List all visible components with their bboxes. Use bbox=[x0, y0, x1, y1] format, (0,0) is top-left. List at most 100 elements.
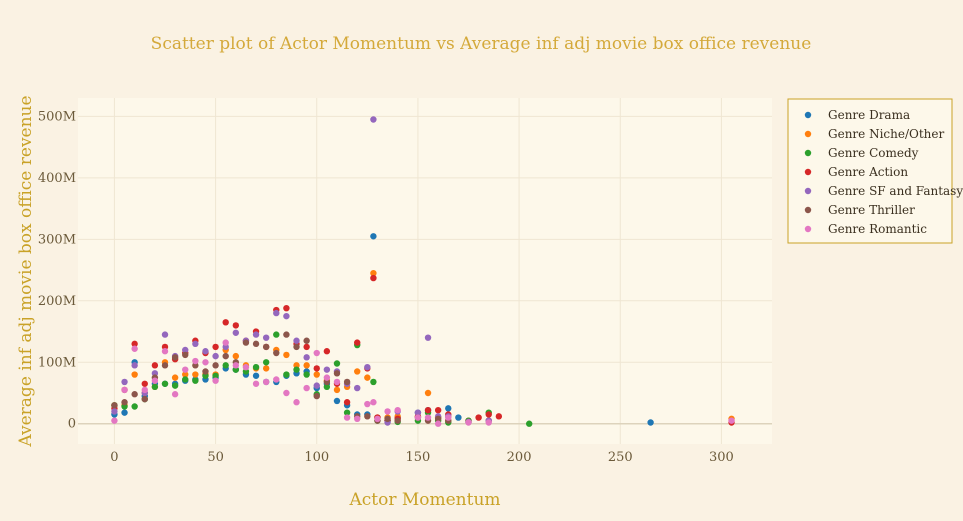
data-point[interactable] bbox=[212, 352, 219, 360]
data-point[interactable] bbox=[364, 413, 371, 420]
data-point[interactable] bbox=[242, 363, 250, 371]
data-point[interactable] bbox=[252, 363, 260, 371]
data-point[interactable] bbox=[364, 374, 371, 381]
data-point[interactable] bbox=[374, 415, 381, 423]
data-point[interactable] bbox=[424, 406, 432, 414]
data-point[interactable] bbox=[293, 343, 300, 351]
legend-item[interactable]: Genre Drama bbox=[804, 108, 910, 122]
data-point[interactable] bbox=[182, 371, 189, 378]
data-point[interactable] bbox=[131, 362, 138, 369]
data-point[interactable] bbox=[434, 406, 442, 414]
data-point[interactable] bbox=[111, 402, 118, 409]
legend-item[interactable]: Genre Action bbox=[804, 165, 909, 179]
data-point[interactable] bbox=[202, 359, 209, 366]
data-point[interactable] bbox=[121, 409, 128, 416]
data-point[interactable] bbox=[370, 269, 377, 277]
data-point[interactable] bbox=[313, 371, 320, 378]
data-point[interactable] bbox=[182, 366, 189, 373]
legend-item[interactable]: Genre Thriller bbox=[804, 203, 915, 217]
data-point[interactable] bbox=[323, 366, 331, 373]
data-point[interactable] bbox=[303, 362, 310, 369]
data-point[interactable] bbox=[323, 374, 331, 381]
data-point[interactable] bbox=[131, 340, 138, 348]
legend[interactable]: Genre Drama Genre Niche/Other Genre Comedy… bbox=[787, 98, 963, 244]
data-point[interactable] bbox=[192, 357, 199, 365]
data-point[interactable] bbox=[370, 233, 377, 240]
data-point[interactable] bbox=[354, 415, 361, 423]
data-point[interactable] bbox=[343, 409, 351, 416]
data-point[interactable] bbox=[151, 377, 159, 384]
legend-item[interactable]: Genre Comedy bbox=[804, 146, 919, 160]
data-point[interactable] bbox=[202, 368, 209, 375]
data-point[interactable] bbox=[222, 362, 229, 369]
data-point[interactable] bbox=[303, 384, 310, 392]
data-point[interactable] bbox=[343, 399, 351, 406]
data-point[interactable] bbox=[232, 322, 240, 329]
data-point[interactable] bbox=[273, 331, 280, 338]
data-point[interactable] bbox=[293, 366, 300, 373]
data-point[interactable] bbox=[364, 400, 371, 408]
data-point[interactable] bbox=[182, 346, 189, 354]
data-point[interactable] bbox=[414, 414, 422, 421]
data-point[interactable] bbox=[131, 371, 138, 378]
data-point[interactable] bbox=[192, 377, 199, 384]
data-point[interactable] bbox=[111, 417, 118, 424]
data-point[interactable] bbox=[222, 352, 229, 360]
data-point[interactable] bbox=[293, 337, 300, 344]
data-point[interactable] bbox=[485, 411, 492, 418]
data-point[interactable] bbox=[242, 339, 250, 346]
data-point[interactable] bbox=[252, 340, 260, 348]
data-point[interactable] bbox=[313, 349, 320, 357]
data-point[interactable] bbox=[370, 378, 377, 386]
legend-item[interactable]: Genre Niche/Other bbox=[804, 127, 945, 141]
data-point[interactable] bbox=[303, 354, 310, 361]
data-point[interactable] bbox=[273, 309, 280, 317]
data-point[interactable] bbox=[161, 380, 169, 387]
data-point[interactable] bbox=[212, 372, 219, 379]
data-point[interactable] bbox=[343, 378, 351, 386]
data-point[interactable] bbox=[121, 399, 128, 406]
data-point[interactable] bbox=[370, 274, 377, 282]
data-point[interactable] bbox=[313, 382, 320, 389]
data-point[interactable] bbox=[262, 343, 270, 351]
data-point[interactable] bbox=[262, 334, 270, 341]
data-point[interactable] bbox=[283, 331, 290, 338]
data-point[interactable] bbox=[171, 382, 179, 389]
data-point[interactable] bbox=[222, 319, 229, 326]
data-point[interactable] bbox=[303, 371, 310, 378]
data-point[interactable] bbox=[171, 391, 179, 398]
data-point[interactable] bbox=[212, 343, 219, 351]
data-point[interactable] bbox=[370, 399, 377, 406]
data-point[interactable] bbox=[293, 399, 300, 406]
data-point[interactable] bbox=[333, 397, 341, 405]
data-point[interactable] bbox=[273, 349, 280, 357]
data-point[interactable] bbox=[364, 363, 371, 371]
data-point[interactable] bbox=[434, 420, 442, 427]
data-point[interactable] bbox=[384, 415, 391, 423]
data-point[interactable] bbox=[333, 360, 341, 367]
data-point[interactable] bbox=[283, 389, 290, 397]
data-point[interactable] bbox=[465, 419, 472, 426]
data-point[interactable] bbox=[424, 334, 432, 341]
data-point[interactable] bbox=[131, 391, 138, 398]
data-point[interactable] bbox=[111, 408, 118, 415]
data-point[interactable] bbox=[171, 374, 179, 381]
data-point[interactable] bbox=[131, 403, 138, 410]
data-point[interactable] bbox=[262, 359, 270, 366]
data-point[interactable] bbox=[394, 406, 401, 414]
data-point[interactable] bbox=[283, 371, 290, 378]
data-point[interactable] bbox=[343, 414, 351, 421]
data-point[interactable] bbox=[232, 329, 240, 336]
data-point[interactable] bbox=[384, 408, 391, 415]
data-point[interactable] bbox=[526, 420, 533, 427]
data-point[interactable] bbox=[303, 343, 310, 351]
data-point[interactable] bbox=[212, 377, 219, 384]
data-point[interactable] bbox=[273, 376, 280, 383]
data-point[interactable] bbox=[434, 415, 442, 423]
data-point[interactable] bbox=[141, 395, 148, 403]
data-point[interactable] bbox=[232, 362, 240, 369]
data-point[interactable] bbox=[354, 368, 361, 375]
data-point[interactable] bbox=[354, 339, 361, 346]
data-point[interactable] bbox=[262, 365, 270, 372]
data-point[interactable] bbox=[141, 380, 148, 387]
